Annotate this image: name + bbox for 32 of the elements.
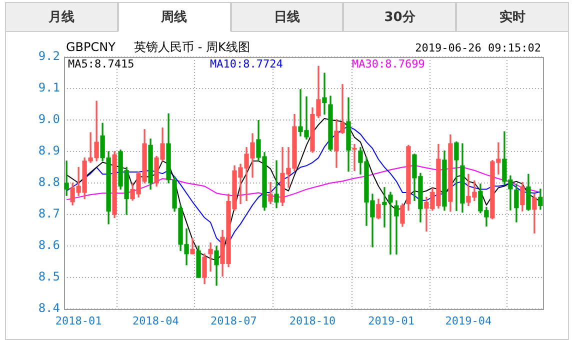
x-tick-label: 2019-04 — [445, 314, 492, 328]
y-tick-label: 8.6 — [38, 238, 60, 252]
text: MA30:8.7699 — [352, 57, 425, 70]
y-tick-label: 9.0 — [38, 112, 60, 126]
candlestick — [394, 200, 399, 255]
tab[interactable]: 日线 — [230, 2, 344, 32]
y-tick-label: 8.5 — [38, 270, 60, 284]
tab[interactable]: 周线 — [118, 2, 231, 32]
x-tick-label: 2018-07 — [210, 314, 257, 328]
tab[interactable]: 月线 — [5, 2, 118, 32]
x-tick-label: 2018-01 — [55, 314, 102, 328]
chart-title: 英镑人民币 - 周K线图 — [134, 40, 250, 54]
x-tick-label: 2018-04 — [132, 314, 180, 328]
y-tick-label: 9.1 — [38, 80, 60, 95]
y-tick-label: 8.9 — [38, 144, 60, 158]
x-tick-label: 2019-01 — [368, 314, 415, 328]
candlestick — [274, 160, 279, 208]
chart-subtitle: GBPCNY — [66, 40, 116, 54]
candlestick — [208, 242, 213, 272]
candlestick — [352, 144, 357, 172]
tab[interactable]: 30分 — [343, 2, 456, 32]
candlestick — [322, 72, 327, 115]
y-tick-label: 8.8 — [38, 175, 60, 190]
text: MA10:8.7724 — [210, 57, 284, 70]
y-tick-label: 8.7 — [38, 206, 60, 221]
x-tick-label: 2018-10 — [289, 314, 336, 328]
y-tick-label: 9.2 — [38, 49, 60, 64]
text: 2019-06-26 09:15:02 — [415, 41, 541, 54]
y-tick-label: 8.4 — [38, 301, 60, 316]
tab[interactable]: 实时 — [456, 2, 569, 32]
text: MA5:8.7415 — [68, 57, 134, 70]
candlestick — [64, 160, 69, 196]
